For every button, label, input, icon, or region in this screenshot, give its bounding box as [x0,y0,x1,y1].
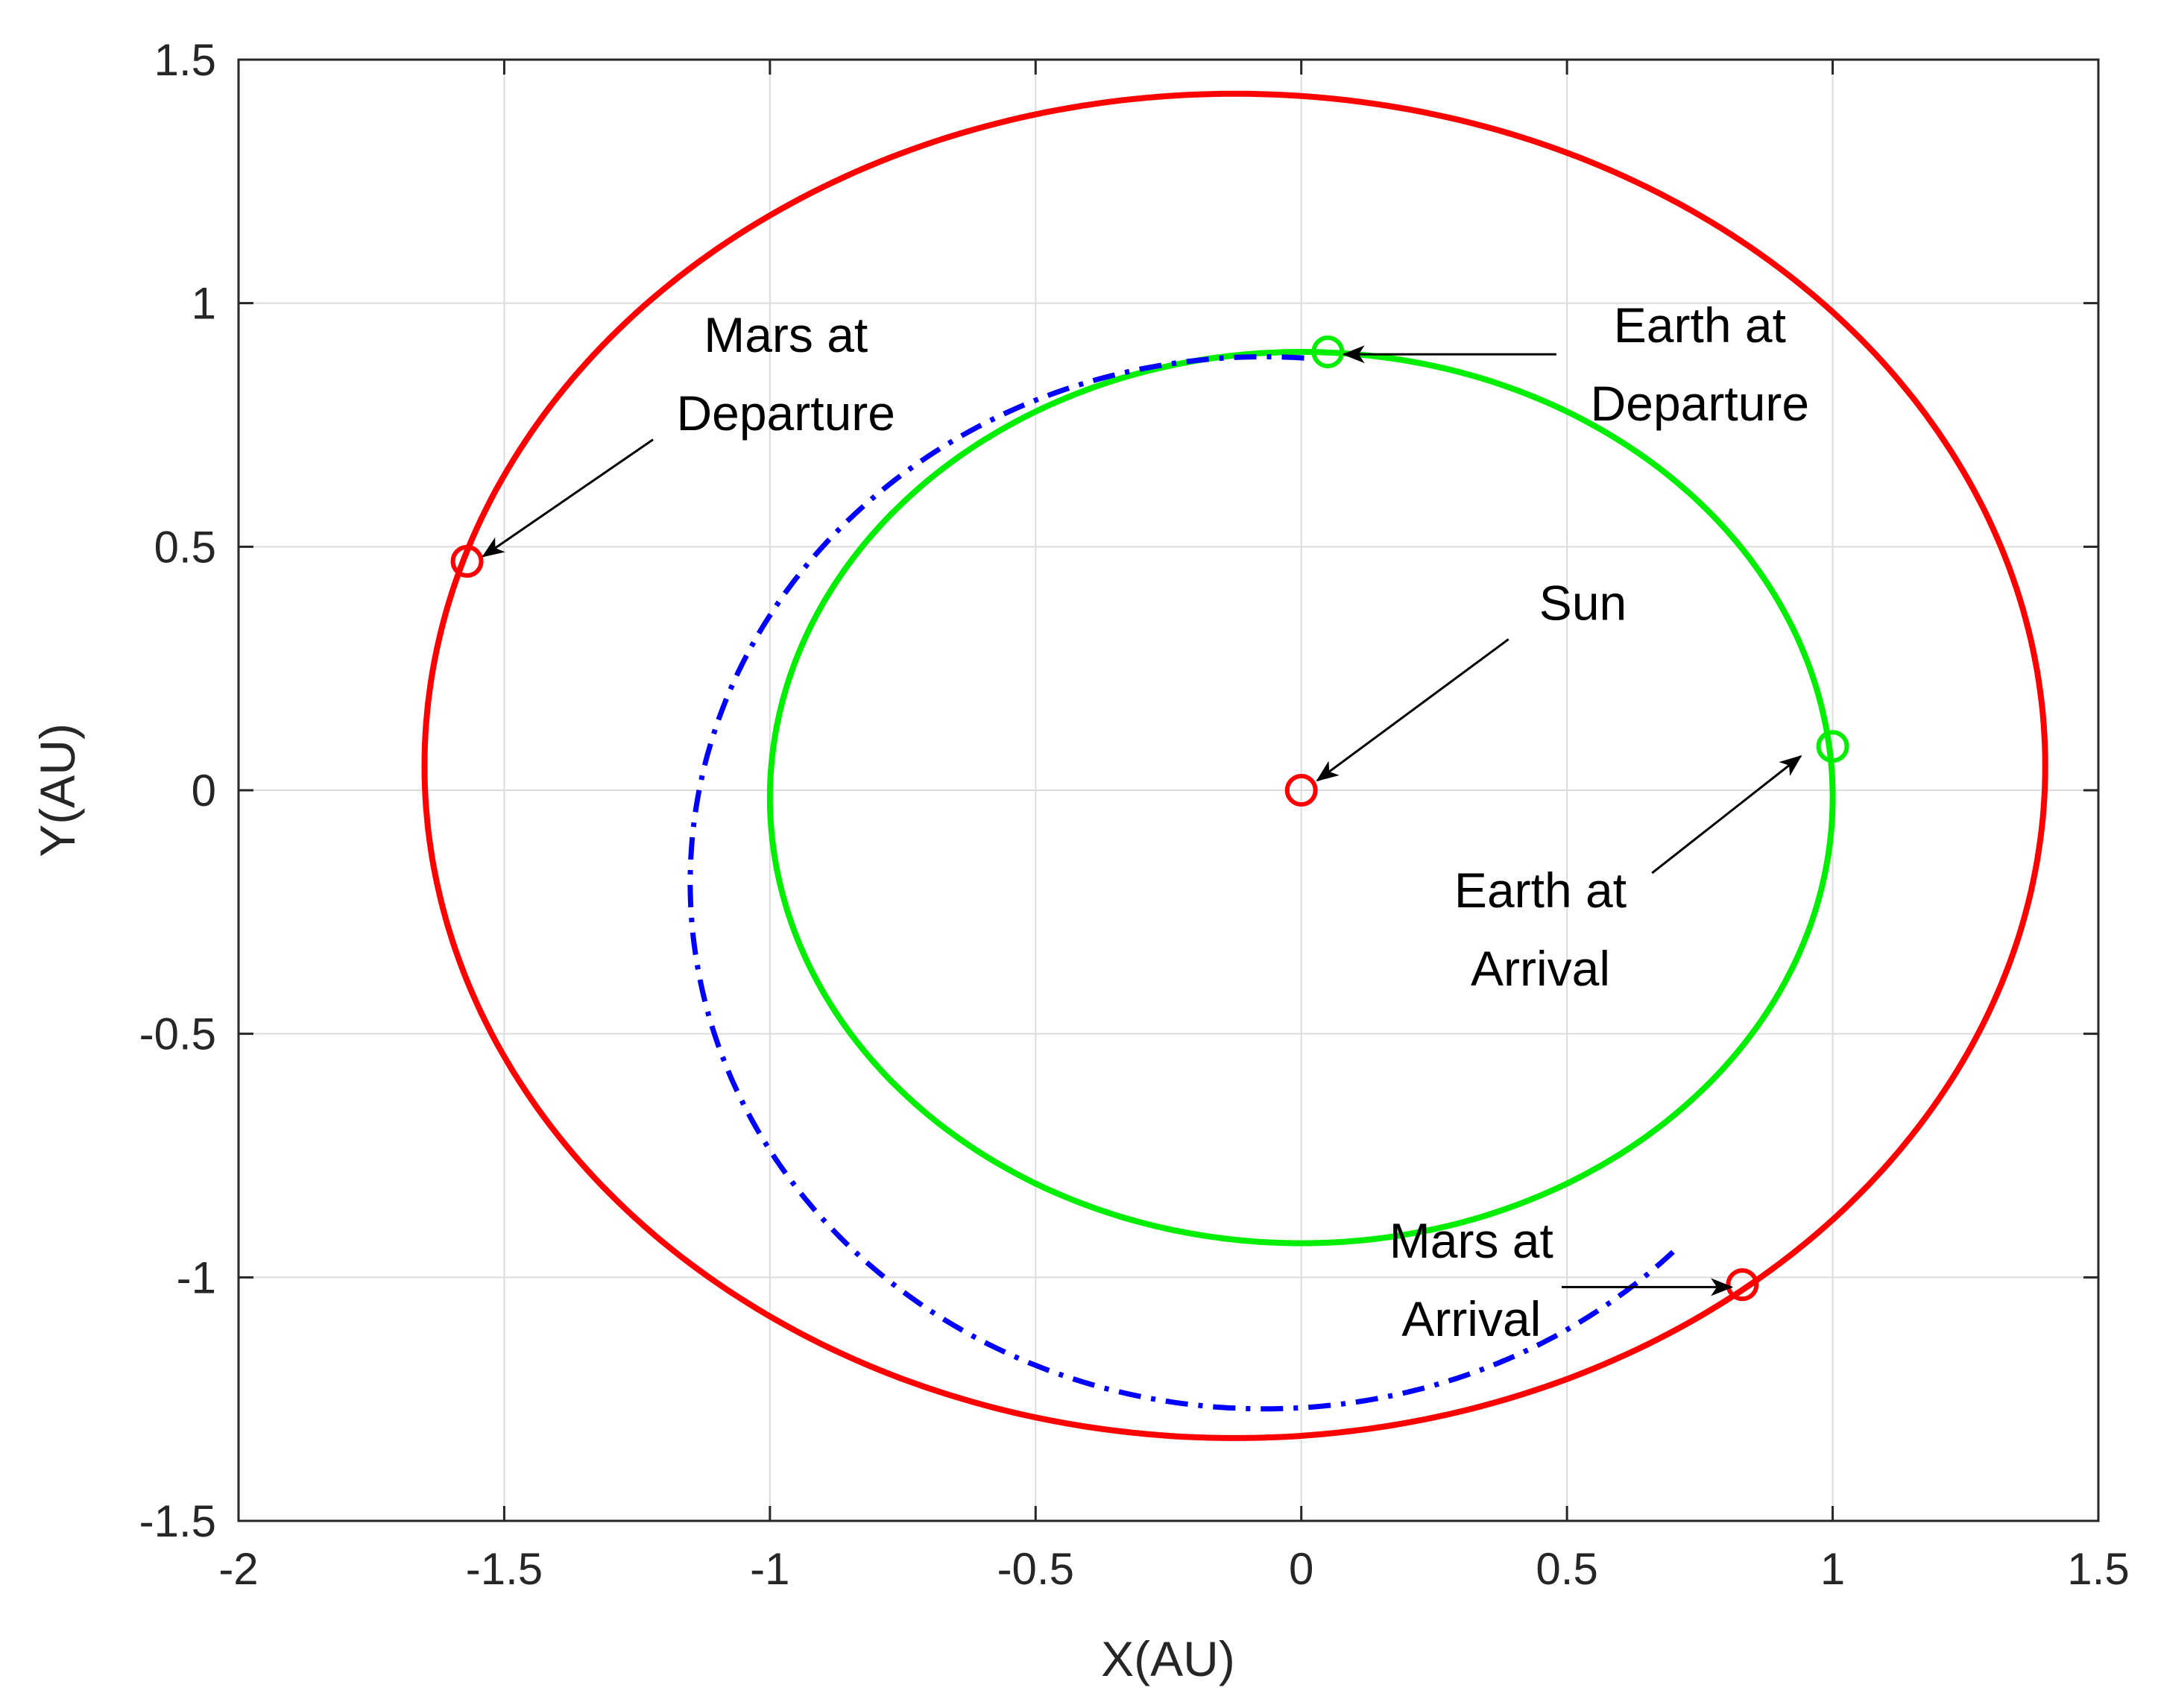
mars-departure-marker [450,544,484,578]
x-tick-label: -1 [750,1544,789,1594]
annotation-arrow [1651,755,1802,875]
annotation-text: Departure [1591,376,1810,431]
axis-ticks: -2 -1.5 -1 -0.5 0 0.5 1 1.5-1.5-1-0.500.511.5 [139,35,2130,1594]
annotation-text: Sun [1539,575,1627,630]
x-tick-label: 0 [1289,1544,1313,1594]
sun-marker [1284,774,1318,807]
x-tick-label: 0.5 [1536,1544,1597,1594]
annotation-text: Mars at [1389,1213,1553,1268]
x-tick-label: 1.5 [2067,1544,2129,1594]
x-tick-label: -2 [218,1544,258,1594]
x-tick-label: -0.5 [997,1544,1074,1594]
series-layer [421,90,2048,1441]
y-axis-label: Y(AU) [30,723,85,857]
x-tick-label: -1.5 [466,1544,543,1594]
earth-arrival-marker [1816,730,1849,763]
annotation: Mars at Arrival [1389,1213,1734,1346]
mars-orbit [421,90,2048,1441]
annotation-arrow [482,438,654,558]
y-tick-label: 0.5 [154,522,216,572]
annotation: Sun [1316,575,1627,782]
y-tick-label: -0.5 [139,1009,216,1059]
x-axis-label: X(AU) [1101,1631,1235,1686]
annotation: Mars at Departure [482,307,895,558]
x-tick-label: 1 [1820,1544,1845,1594]
annotation-text: Earth at [1614,297,1786,353]
annotation-arrow [1316,638,1509,782]
earth-orbit [766,349,1836,1247]
annotation: Earth at Arrival [1454,755,1802,996]
y-tick-label: -1 [177,1252,216,1302]
transfer-orbit [687,354,1679,1412]
annotation-layer: Mars at Departure Earth at Departure Sun Eart… [482,297,1810,1346]
y-tick-label: 1.5 [154,35,216,85]
y-tick-label: -1.5 [139,1496,216,1546]
annotation-text: Earth at [1454,863,1627,918]
annotation-text: Arrival [1401,1291,1541,1346]
annotation: Earth at Departure [1342,297,1810,431]
y-tick-label: 1 [192,279,216,329]
annotation-text: Departure [676,385,895,441]
earth-departure-marker [1311,335,1345,368]
y-tick-label: 0 [192,766,216,816]
annotation-text: Arrival [1471,941,1610,996]
annotation-text: Mars at [704,307,868,362]
